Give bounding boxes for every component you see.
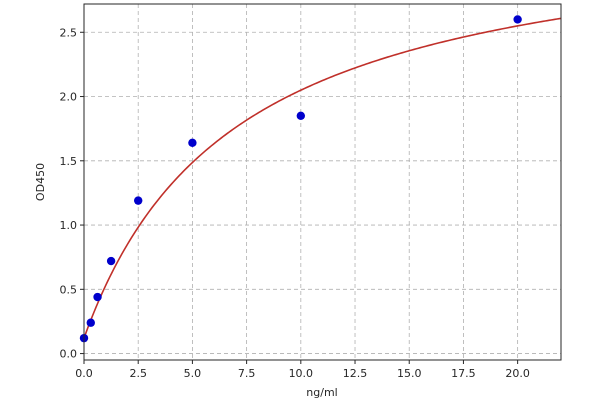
y-tick-label: 2.5	[60, 26, 78, 39]
x-tick-label: 17.5	[451, 367, 476, 380]
data-point	[106, 256, 116, 266]
plot-frame	[83, 3, 562, 361]
data-point	[134, 196, 143, 205]
data-point	[188, 138, 197, 148]
y-tick-label: 0.0	[60, 348, 78, 361]
grid	[83, 4, 561, 360]
y-tick-label: 2.0	[60, 91, 78, 104]
y-axis-title: OD450	[34, 163, 47, 201]
x-tick-label: 5.0	[184, 367, 202, 380]
data-point	[86, 318, 95, 327]
data-point	[296, 111, 306, 121]
y-tick-label: 1.5	[60, 155, 78, 168]
data-point	[93, 292, 102, 302]
fit-curve-layer	[83, 17, 562, 339]
x-tick-label: 20.0	[505, 367, 530, 380]
x-tick-label: 0.0	[75, 367, 93, 380]
y-axis-ticks: 0.0 0.5 1.0 1.5 2.0 2.5	[60, 26, 84, 361]
x-axis-ticks: 0.0 2.5 5.0 7.5 10.0 12.5 15.0 17.5 20.0	[75, 360, 530, 380]
y-tick-label: 1.0	[60, 219, 78, 232]
x-tick-label: 12.5	[343, 367, 368, 380]
x-axis-title: ng/ml	[306, 386, 337, 399]
x-tick-label: 7.5	[238, 367, 256, 380]
x-tick-label: 15.0	[397, 367, 422, 380]
x-tick-label: 10.0	[289, 367, 314, 380]
x-tick-label: 2.5	[129, 367, 147, 380]
y-tick-label: 0.5	[60, 283, 78, 296]
data-point	[513, 15, 522, 24]
data-points-layer	[79, 15, 522, 343]
fit-curve-line	[83, 17, 562, 339]
